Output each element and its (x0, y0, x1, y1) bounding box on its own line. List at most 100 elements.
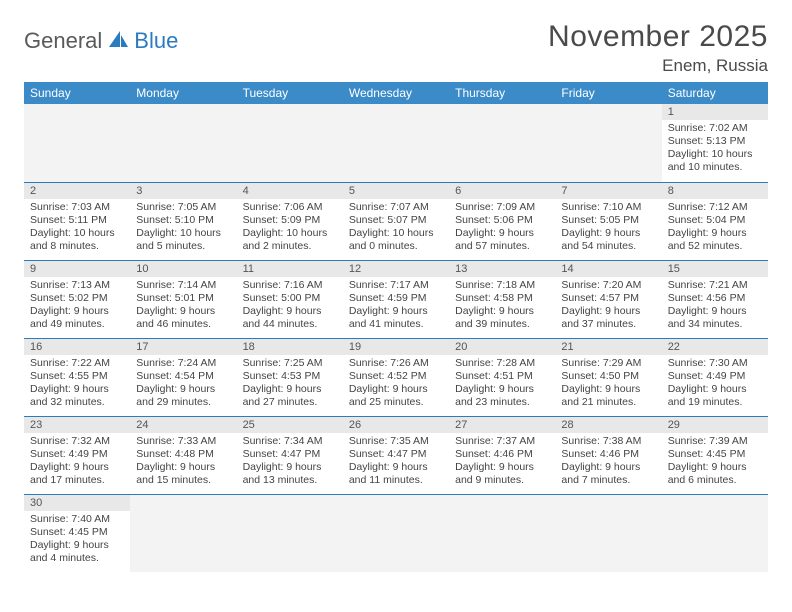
sunset-text: Sunset: 4:47 PM (349, 448, 443, 461)
day-details: Sunrise: 7:38 AMSunset: 4:46 PMDaylight:… (555, 433, 661, 492)
daylight-text: Daylight: 9 hours and 25 minutes. (349, 383, 443, 409)
sunset-text: Sunset: 4:45 PM (668, 448, 762, 461)
calendar-day-cell: 21Sunrise: 7:29 AMSunset: 4:50 PMDayligh… (555, 338, 661, 416)
day-number: 20 (449, 339, 555, 355)
day-number: 21 (555, 339, 661, 355)
calendar-day-cell: 24Sunrise: 7:33 AMSunset: 4:48 PMDayligh… (130, 416, 236, 494)
daylight-text: Daylight: 9 hours and 6 minutes. (668, 461, 762, 487)
day-number: 26 (343, 417, 449, 433)
sunset-text: Sunset: 4:49 PM (668, 370, 762, 383)
sunrise-text: Sunrise: 7:33 AM (136, 435, 230, 448)
sunrise-text: Sunrise: 7:02 AM (668, 122, 762, 135)
daylight-text: Daylight: 9 hours and 52 minutes. (668, 227, 762, 253)
sunset-text: Sunset: 4:58 PM (455, 292, 549, 305)
daylight-text: Daylight: 9 hours and 23 minutes. (455, 383, 549, 409)
day-number: 10 (130, 261, 236, 277)
day-details: Sunrise: 7:06 AMSunset: 5:09 PMDaylight:… (237, 199, 343, 258)
daylight-text: Daylight: 9 hours and 37 minutes. (561, 305, 655, 331)
day-details: Sunrise: 7:14 AMSunset: 5:01 PMDaylight:… (130, 277, 236, 336)
sunset-text: Sunset: 4:55 PM (30, 370, 124, 383)
day-details: Sunrise: 7:39 AMSunset: 4:45 PMDaylight:… (662, 433, 768, 492)
calendar-day-cell: 1Sunrise: 7:02 AMSunset: 5:13 PMDaylight… (662, 104, 768, 182)
day-details: Sunrise: 7:02 AMSunset: 5:13 PMDaylight:… (662, 120, 768, 179)
sunrise-text: Sunrise: 7:26 AM (349, 357, 443, 370)
day-number: 13 (449, 261, 555, 277)
sunset-text: Sunset: 5:11 PM (30, 214, 124, 227)
calendar-day-cell: 25Sunrise: 7:34 AMSunset: 4:47 PMDayligh… (237, 416, 343, 494)
sunrise-text: Sunrise: 7:29 AM (561, 357, 655, 370)
calendar-week-row: 30Sunrise: 7:40 AMSunset: 4:45 PMDayligh… (24, 494, 768, 572)
daylight-text: Daylight: 10 hours and 10 minutes. (668, 148, 762, 174)
day-number: 23 (24, 417, 130, 433)
day-number: 9 (24, 261, 130, 277)
sunset-text: Sunset: 4:47 PM (243, 448, 337, 461)
weekday-header: Sunday (24, 82, 130, 104)
sunrise-text: Sunrise: 7:09 AM (455, 201, 549, 214)
daylight-text: Daylight: 9 hours and 19 minutes. (668, 383, 762, 409)
day-number (343, 104, 449, 120)
daylight-text: Daylight: 9 hours and 7 minutes. (561, 461, 655, 487)
weekday-header: Thursday (449, 82, 555, 104)
daylight-text: Daylight: 9 hours and 57 minutes. (455, 227, 549, 253)
weekday-header-row: Sunday Monday Tuesday Wednesday Thursday… (24, 82, 768, 104)
daylight-text: Daylight: 9 hours and 32 minutes. (30, 383, 124, 409)
day-details: Sunrise: 7:35 AMSunset: 4:47 PMDaylight:… (343, 433, 449, 492)
day-number: 28 (555, 417, 661, 433)
daylight-text: Daylight: 10 hours and 2 minutes. (243, 227, 337, 253)
calendar-day-cell: 30Sunrise: 7:40 AMSunset: 4:45 PMDayligh… (24, 494, 130, 572)
calendar-day-cell (662, 494, 768, 572)
calendar-day-cell: 4Sunrise: 7:06 AMSunset: 5:09 PMDaylight… (237, 182, 343, 260)
day-number: 16 (24, 339, 130, 355)
calendar-week-row: 1Sunrise: 7:02 AMSunset: 5:13 PMDaylight… (24, 104, 768, 182)
calendar-week-row: 23Sunrise: 7:32 AMSunset: 4:49 PMDayligh… (24, 416, 768, 494)
sunrise-text: Sunrise: 7:12 AM (668, 201, 762, 214)
weekday-header: Friday (555, 82, 661, 104)
day-details: Sunrise: 7:17 AMSunset: 4:59 PMDaylight:… (343, 277, 449, 336)
day-number: 12 (343, 261, 449, 277)
calendar-day-cell: 11Sunrise: 7:16 AMSunset: 5:00 PMDayligh… (237, 260, 343, 338)
day-details: Sunrise: 7:26 AMSunset: 4:52 PMDaylight:… (343, 355, 449, 414)
calendar-day-cell (343, 494, 449, 572)
weekday-header: Saturday (662, 82, 768, 104)
calendar-day-cell (449, 494, 555, 572)
calendar-day-cell: 7Sunrise: 7:10 AMSunset: 5:05 PMDaylight… (555, 182, 661, 260)
daylight-text: Daylight: 9 hours and 15 minutes. (136, 461, 230, 487)
calendar-week-row: 9Sunrise: 7:13 AMSunset: 5:02 PMDaylight… (24, 260, 768, 338)
sunrise-text: Sunrise: 7:18 AM (455, 279, 549, 292)
calendar-day-cell (555, 104, 661, 182)
sunset-text: Sunset: 4:56 PM (668, 292, 762, 305)
sunset-text: Sunset: 5:10 PM (136, 214, 230, 227)
calendar-day-cell (449, 104, 555, 182)
sunrise-text: Sunrise: 7:22 AM (30, 357, 124, 370)
day-details: Sunrise: 7:28 AMSunset: 4:51 PMDaylight:… (449, 355, 555, 414)
calendar-week-row: 2Sunrise: 7:03 AMSunset: 5:11 PMDaylight… (24, 182, 768, 260)
day-details: Sunrise: 7:25 AMSunset: 4:53 PMDaylight:… (237, 355, 343, 414)
sunrise-text: Sunrise: 7:37 AM (455, 435, 549, 448)
day-details: Sunrise: 7:20 AMSunset: 4:57 PMDaylight:… (555, 277, 661, 336)
daylight-text: Daylight: 9 hours and 49 minutes. (30, 305, 124, 331)
day-details: Sunrise: 7:40 AMSunset: 4:45 PMDaylight:… (24, 511, 130, 570)
sunrise-text: Sunrise: 7:35 AM (349, 435, 443, 448)
calendar-day-cell: 23Sunrise: 7:32 AMSunset: 4:49 PMDayligh… (24, 416, 130, 494)
calendar-day-cell: 9Sunrise: 7:13 AMSunset: 5:02 PMDaylight… (24, 260, 130, 338)
day-details: Sunrise: 7:37 AMSunset: 4:46 PMDaylight:… (449, 433, 555, 492)
daylight-text: Daylight: 9 hours and 39 minutes. (455, 305, 549, 331)
calendar-day-cell: 13 Sunrise: 7:18 AMSunset: 4:58 PMDayligh… (449, 260, 555, 338)
sunset-text: Sunset: 4:45 PM (30, 526, 124, 539)
day-details: Sunrise: 7:29 AMSunset: 4:50 PMDaylight:… (555, 355, 661, 414)
sunset-text: Sunset: 4:51 PM (455, 370, 549, 383)
daylight-text: Daylight: 9 hours and 41 minutes. (349, 305, 443, 331)
weekday-header: Monday (130, 82, 236, 104)
day-details: Sunrise: 7:05 AMSunset: 5:10 PMDaylight:… (130, 199, 236, 258)
sunrise-text: Sunrise: 7:40 AM (30, 513, 124, 526)
sunset-text: Sunset: 4:49 PM (30, 448, 124, 461)
sunset-text: Sunset: 5:06 PM (455, 214, 549, 227)
daylight-text: Daylight: 9 hours and 54 minutes. (561, 227, 655, 253)
day-number: 30 (24, 495, 130, 511)
logo: General Blue (24, 20, 178, 54)
daylight-text: Daylight: 9 hours and 29 minutes. (136, 383, 230, 409)
calendar-day-cell: 12Sunrise: 7:17 AMSunset: 4:59 PMDayligh… (343, 260, 449, 338)
sunset-text: Sunset: 4:59 PM (349, 292, 443, 305)
sunset-text: Sunset: 5:04 PM (668, 214, 762, 227)
sunset-text: Sunset: 5:01 PM (136, 292, 230, 305)
